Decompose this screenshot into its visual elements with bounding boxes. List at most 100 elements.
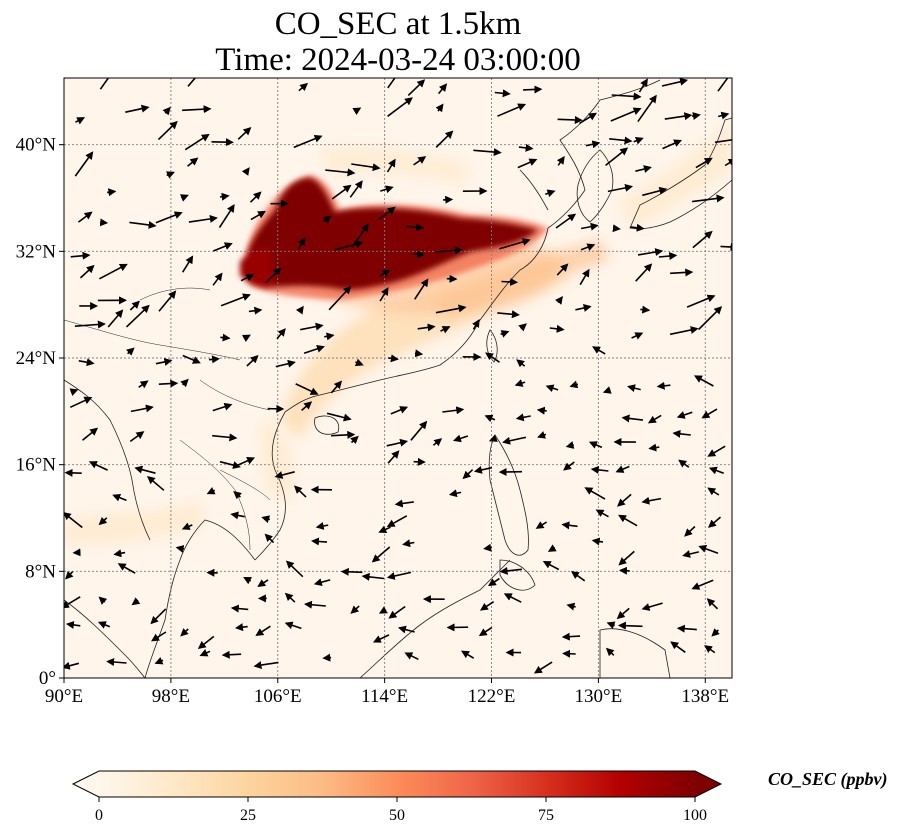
wind-arrow-82	[70, 251, 91, 260]
wind-arrow-40	[74, 151, 94, 177]
wind-arrow-157	[138, 380, 149, 389]
wind-arrow-137	[549, 324, 565, 333]
wind-arrow-143	[155, 358, 173, 366]
wind-arrow-281	[350, 605, 360, 614]
coastline-indochina	[254, 411, 286, 561]
wind-arrow-60	[349, 180, 363, 198]
wind-arrow-128	[241, 334, 251, 342]
plume-core	[245, 178, 538, 290]
wind-arrow-134	[472, 319, 480, 330]
wind-arrow-146	[246, 355, 259, 367]
wind-arrow-248	[311, 537, 328, 546]
wind-arrow-180	[621, 414, 643, 423]
wind-arrow-96	[99, 263, 128, 280]
wind-arrow-104	[556, 263, 569, 276]
wind-arrow-254	[618, 550, 635, 566]
colorbar-tick-label-0: 0	[95, 807, 103, 824]
wind-arrow-145	[208, 355, 220, 364]
plume-light-indochina	[260, 420, 294, 500]
lon-tick-label-3: 114°E	[361, 686, 408, 707]
wind-arrow-110	[129, 300, 140, 311]
lat-tick-label-3: 24°N	[16, 348, 57, 369]
wind-arrow-274	[98, 596, 108, 605]
wind-arrow-298	[284, 621, 302, 630]
wind-arrow-210	[462, 469, 474, 480]
wind-arrow-262	[285, 560, 304, 578]
wind-arrow-105	[579, 268, 590, 286]
wind-arrow-269	[542, 561, 560, 571]
wind-arrow-258	[117, 563, 136, 574]
wind-arrow-228	[641, 496, 662, 505]
wind-arrow-313	[253, 661, 279, 670]
wind-arrow-294	[180, 628, 189, 637]
wind-arrow-293	[151, 631, 167, 642]
wind-arrow-285	[479, 601, 495, 611]
wind-arrow-217	[708, 466, 724, 475]
wind-arrow-243	[707, 516, 722, 528]
wind-arrow-235	[315, 522, 329, 530]
wind-arrow-311	[199, 649, 211, 657]
wind-arrow-106	[635, 263, 653, 282]
colorbar-bar	[99, 771, 695, 797]
wind-arrow-257	[65, 570, 74, 580]
coastline-korea	[576, 149, 614, 223]
wind-arrow-185	[129, 431, 145, 443]
wind-arrow-304	[606, 621, 616, 630]
wind-arrow-46	[386, 158, 396, 173]
wind-arrow-312	[221, 650, 242, 659]
wind-arrow-61	[380, 185, 394, 194]
wind-arrow-206	[237, 457, 256, 466]
wind-arrow-131	[324, 332, 335, 341]
wind-arrow-191	[432, 438, 443, 447]
wind-arrow-130	[300, 322, 324, 331]
wind-arrow-94	[720, 243, 732, 252]
wind-arrow-192	[452, 434, 469, 443]
wind-arrow-260	[243, 576, 253, 585]
wind-arrow-0	[99, 78, 110, 90]
wind-arrow-288	[616, 607, 630, 620]
lon-tick-label-4: 122°E	[468, 686, 516, 707]
wind-arrow-26	[717, 111, 730, 120]
wind-arrow-125	[107, 309, 124, 328]
lat-tick-label-5: 40°N	[16, 135, 57, 156]
wind-arrow-181	[647, 414, 662, 424]
lon-tick-label-5: 130°E	[575, 686, 623, 707]
wind-arrow-173	[301, 401, 313, 412]
wind-arrow-118	[435, 304, 467, 314]
border-4	[219, 469, 271, 501]
wind-arrow-174	[326, 412, 352, 422]
wind-arrow-273	[64, 596, 81, 609]
wind-arrow-13	[125, 104, 150, 113]
wind-arrow-92	[658, 252, 678, 260]
wind-arrow-142	[126, 347, 135, 356]
wind-arrow-10	[661, 78, 689, 87]
wind-arrow-232	[181, 522, 193, 530]
wind-arrow-169	[69, 396, 93, 409]
wind-arrow-97	[182, 255, 194, 273]
wind-arrow-80	[612, 224, 621, 233]
wind-arrow-121	[575, 304, 592, 312]
wind-arrow-250	[402, 539, 415, 548]
wind-arrow-5	[437, 83, 448, 95]
lat-tick-label-4: 32°N	[16, 241, 57, 262]
wind-arrow-302	[478, 626, 493, 637]
wind-arrow-28	[184, 133, 210, 151]
wind-arrow-264	[340, 567, 363, 576]
wind-arrow-205	[219, 460, 241, 469]
wind-arrow-114	[295, 305, 304, 315]
wind-arrow-234	[261, 515, 271, 524]
colorbar-tick-label-2: 50	[389, 807, 405, 824]
wind-arrow-132	[417, 323, 436, 332]
coastline-china-south	[284, 227, 549, 413]
wind-arrow-247	[264, 533, 275, 544]
lon-tick-label-1: 98°E	[152, 686, 190, 707]
border-2	[199, 379, 271, 411]
wind-arrow-197	[588, 441, 603, 449]
wind-arrow-21	[578, 112, 597, 125]
wind-arrow-66	[642, 186, 668, 197]
wind-arrow-144	[182, 354, 201, 364]
wind-arrow-103	[501, 277, 519, 286]
colorbar-ticks: 0 25 50 75 100	[95, 797, 707, 824]
wind-arrow-163	[545, 384, 559, 393]
wind-arrow-310	[154, 657, 164, 665]
